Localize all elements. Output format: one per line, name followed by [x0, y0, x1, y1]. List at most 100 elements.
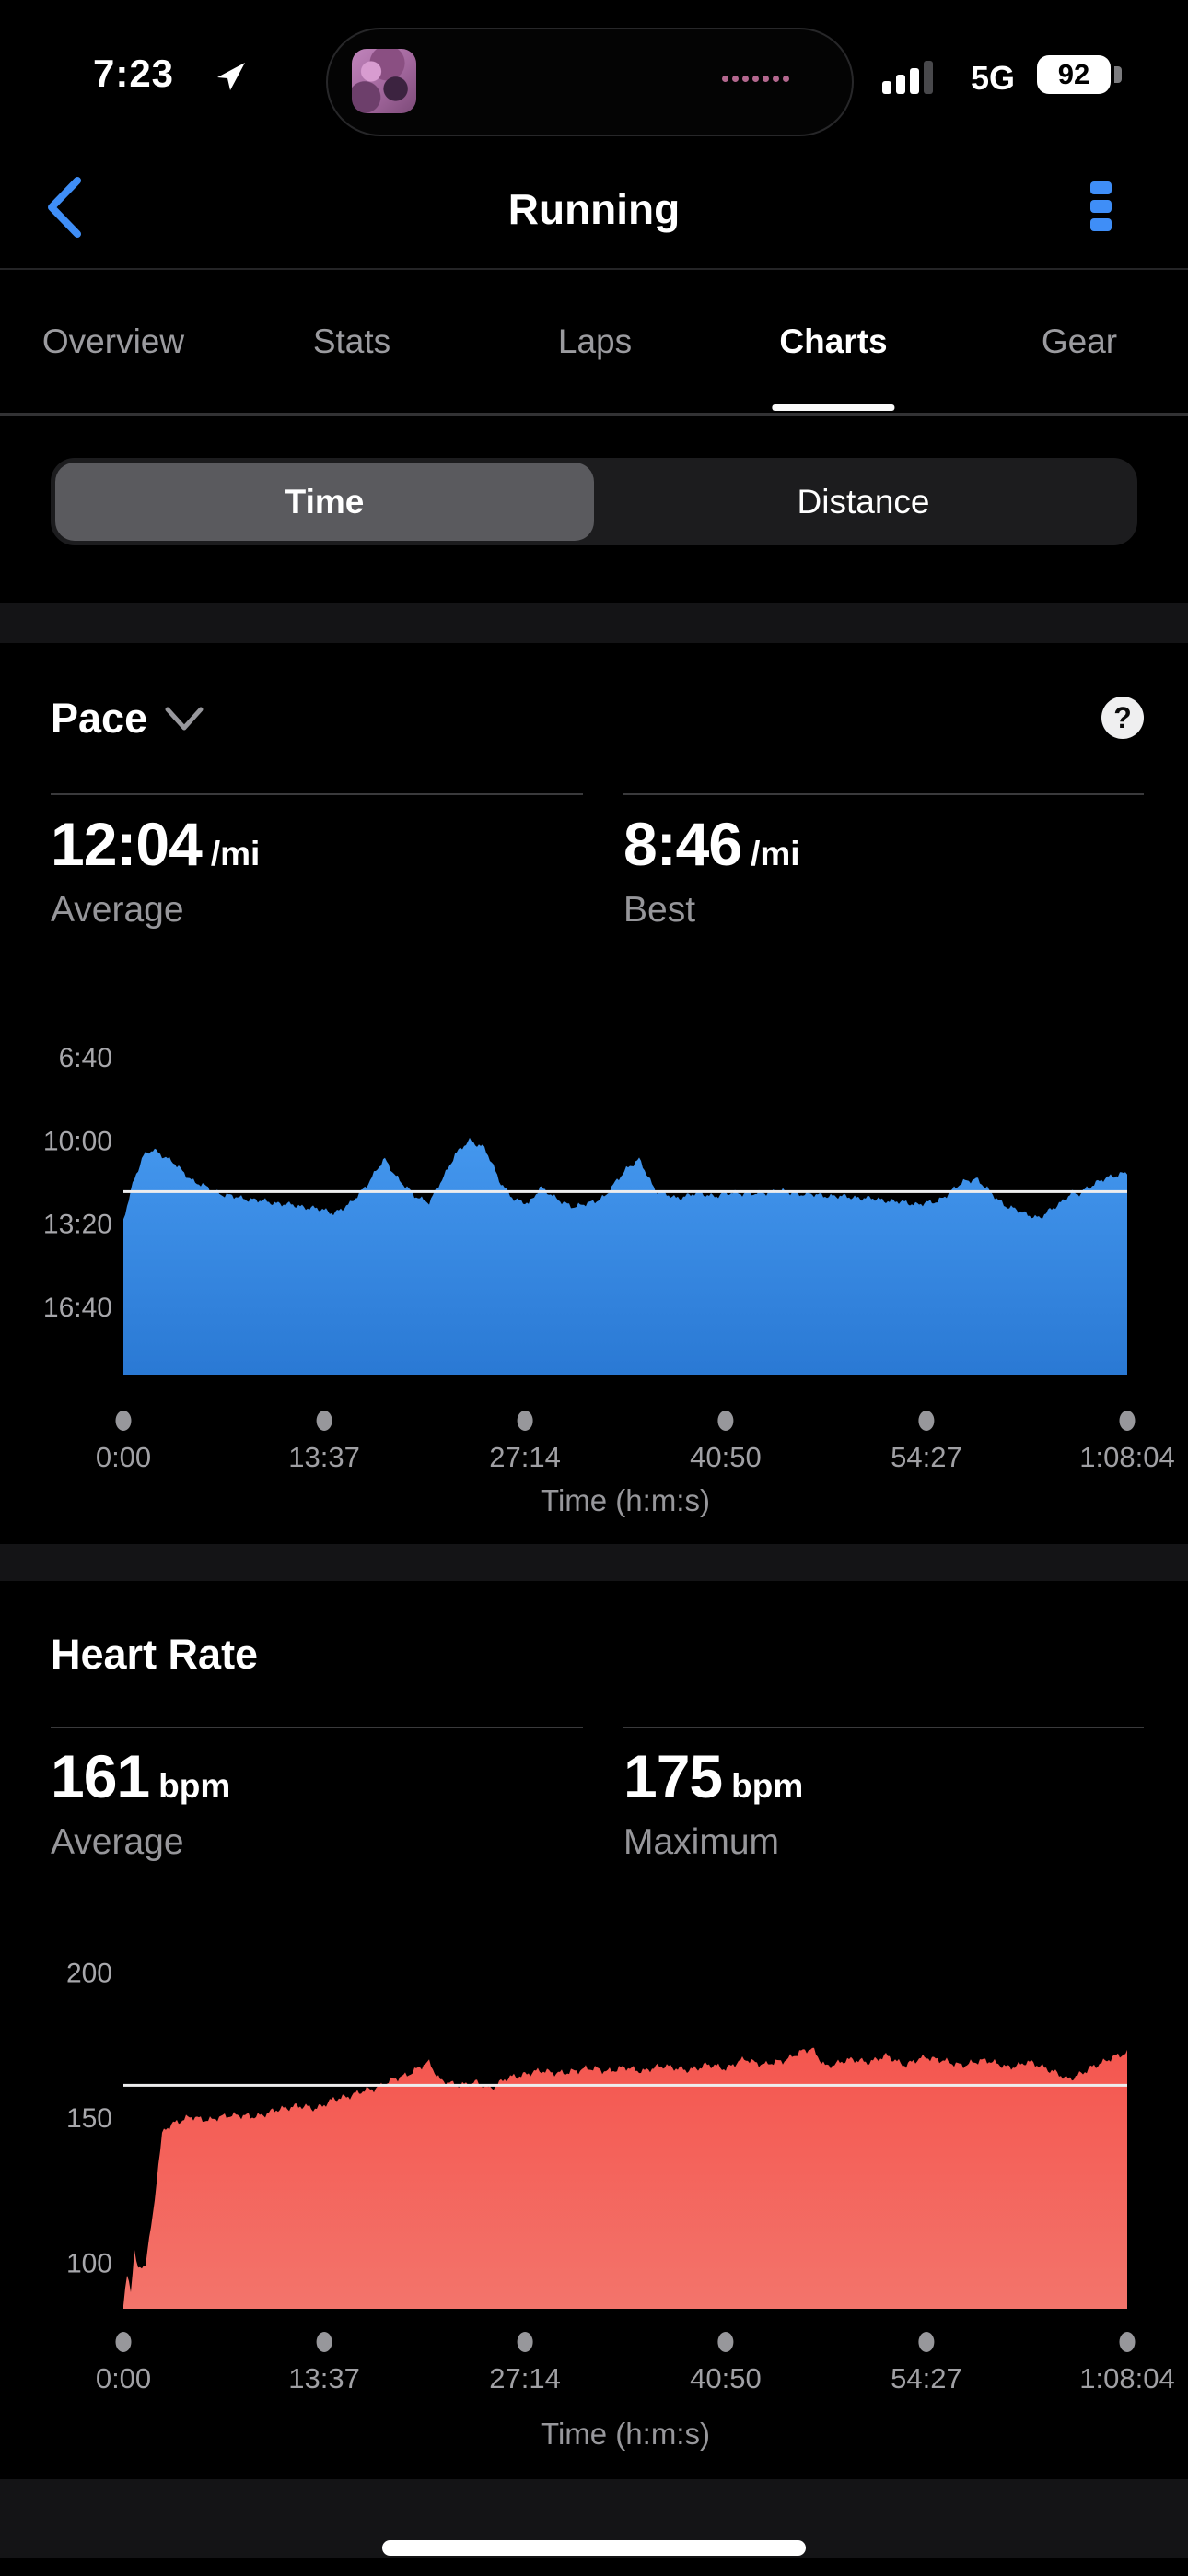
x-tick-dot: [1119, 2332, 1136, 2352]
heart-rate-section-title: Heart Rate: [51, 1631, 259, 1678]
x-tick-label: 13:37: [288, 2362, 360, 2395]
x-tick-dot: [517, 1411, 533, 1431]
stat-average: 161 bpm Average: [51, 1742, 566, 1861]
x-tick-dot: [115, 2332, 132, 2352]
tab-label: Gear: [1041, 322, 1118, 360]
page-title: Running: [507, 185, 681, 233]
pace-section-title: Pace: [51, 695, 148, 742]
x-tick-dot: [316, 2332, 332, 2352]
battery-tip: [1114, 66, 1122, 83]
x-tick-dot: [115, 1411, 132, 1431]
y-tick-label: 150: [66, 2103, 112, 2134]
x-tick-label: 40:50: [690, 2362, 762, 2395]
stat-average: 12:04/mi Average: [51, 810, 566, 929]
stat-unit: bpm: [731, 1767, 804, 1805]
tab-stats[interactable]: Stats: [313, 270, 390, 413]
stat-label: Average: [51, 890, 184, 930]
pace-metric-selector[interactable]: Pace: [51, 696, 204, 742]
more-options-button[interactable]: [1090, 181, 1112, 237]
x-tick-dot: [517, 2332, 533, 2352]
average-line: [123, 2083, 1127, 2087]
x-tick-label: 54:27: [891, 2362, 962, 2395]
x-tick-label: 1:08:04: [1079, 1441, 1174, 1473]
location-arrow-icon: [217, 63, 245, 90]
pace-chart[interactable]: 6:40 10:00 13:20 16:40 0:00 13:37 27:14 40:50 54…: [0, 995, 1188, 1520]
tab-label: Laps: [557, 322, 633, 360]
area-series: [123, 1137, 1127, 1375]
stat-divider: [623, 793, 1144, 795]
stat-label: Maximum: [623, 1822, 780, 1862]
tab-gear[interactable]: Gear: [1042, 270, 1117, 413]
stat-unit: /mi: [210, 835, 261, 872]
back-button[interactable]: [42, 175, 90, 240]
x-tick-label: 40:50: [690, 1441, 762, 1473]
x-axis-title: Time (h:m:s): [541, 1483, 710, 1517]
status-time: 7:23: [92, 52, 175, 95]
tab-label: Overview: [41, 322, 185, 360]
x-tick-dot: [918, 2332, 935, 2352]
stat-maximum: 175 bpm Maximum: [623, 1742, 1139, 1861]
x-axis: 0:00 13:37 27:14 40:50 54:27 1:08:04: [96, 1411, 1175, 1473]
tab-laps[interactable]: Laps: [558, 270, 632, 413]
y-tick-label: 10:00: [43, 1126, 112, 1156]
stat-value: 175 bpm: [623, 1742, 804, 1810]
y-tick-label: 6:40: [59, 1043, 112, 1073]
x-tick-dot: [1119, 1411, 1136, 1431]
segment-distance[interactable]: Distance: [797, 482, 930, 521]
x-axis-mode-segmented-control: Time Distance: [51, 458, 1137, 545]
stat-best: 8:46/mi Best: [623, 810, 1139, 929]
audio-waveform-dots: [722, 76, 789, 82]
y-tick-label: 100: [66, 2248, 112, 2278]
x-tick-label: 13:37: [288, 1441, 360, 1473]
tab-overview[interactable]: Overview: [42, 270, 184, 413]
stat-label: Average: [51, 1822, 184, 1862]
tab-divider: [0, 413, 1188, 416]
x-tick-label: 0:00: [96, 2362, 151, 2395]
x-axis: 0:00 13:37 27:14 40:50 54:27 1:08:04: [96, 2332, 1175, 2395]
now-playing-album-art: [352, 49, 416, 113]
y-axis-labels: 6:40 10:00 13:20 16:40: [43, 1043, 112, 1323]
x-tick-label: 1:08:04: [1079, 2362, 1174, 2395]
segment-time[interactable]: Time: [55, 463, 594, 541]
battery-icon: 92: [1037, 55, 1111, 94]
x-tick-label: 27:14: [489, 1441, 561, 1473]
stat-divider: [51, 793, 583, 795]
tab-label: Charts: [779, 322, 888, 360]
average-line: [123, 1189, 1127, 1193]
stat-unit: bpm: [158, 1767, 231, 1805]
stat-unit: /mi: [751, 835, 800, 872]
stat-value: 12:04/mi: [51, 810, 261, 878]
cellular-signal-icon: [882, 59, 933, 94]
network-type-label: 5G: [970, 59, 1016, 97]
stat-value: 8:46/mi: [623, 810, 800, 878]
tab-label: Stats: [312, 322, 391, 360]
x-tick-dot: [717, 1411, 734, 1431]
heart-rate-section: Heart Rate 161 bpm Average 175 bpm Maximum 20…: [0, 1581, 1188, 2479]
area-series: [123, 2047, 1127, 2309]
home-indicator[interactable]: [382, 2540, 806, 2556]
x-tick-label: 54:27: [891, 1441, 962, 1473]
section-separator: [0, 1544, 1188, 1581]
stat-divider: [51, 1727, 583, 1728]
pace-section: Pace ? 12:04/mi Average 8:46/mi Best 6:40 10…: [0, 643, 1188, 1544]
stat-label: Best: [623, 890, 696, 930]
y-tick-label: 16:40: [43, 1293, 112, 1323]
x-tick-dot: [717, 2332, 734, 2352]
tab-bar: Overview Stats Laps Charts Gear: [0, 270, 1188, 413]
heart-rate-chart[interactable]: 200 150 100 0:00 13:37 27:14 40:50 54:27 1:08:04…: [0, 1907, 1188, 2460]
chevron-down-icon: [165, 707, 204, 731]
y-tick-label: 13:20: [43, 1210, 112, 1240]
x-tick-label: 0:00: [96, 1441, 151, 1473]
section-separator: [0, 603, 1188, 643]
dynamic-island[interactable]: [326, 28, 854, 136]
help-icon[interactable]: ?: [1101, 697, 1144, 739]
stat-divider: [623, 1727, 1144, 1728]
stat-value: 161 bpm: [51, 1742, 231, 1810]
nav-divider: [0, 268, 1188, 270]
y-tick-label: 200: [66, 1959, 112, 1989]
x-tick-dot: [918, 1411, 935, 1431]
x-axis-title: Time (h:m:s): [541, 2417, 710, 2451]
y-axis-labels: 200 150 100: [66, 1959, 112, 2279]
tab-charts[interactable]: Charts: [772, 270, 895, 413]
